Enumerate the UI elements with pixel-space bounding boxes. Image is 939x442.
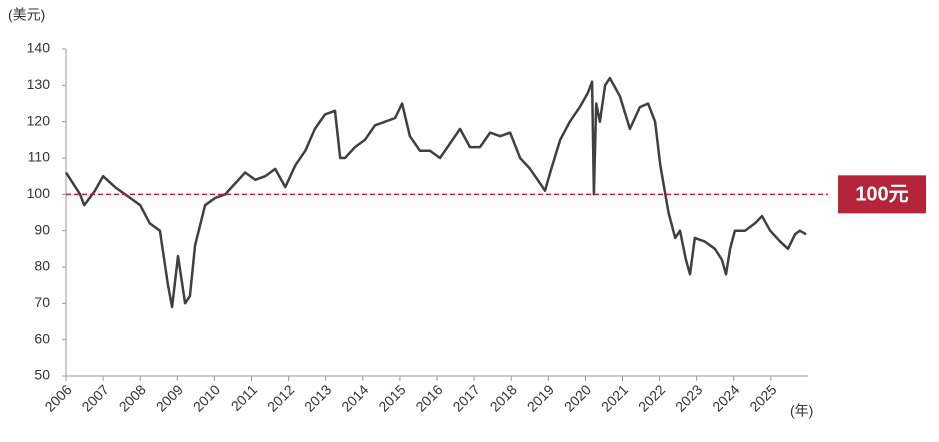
x-tick-label: 2014 bbox=[338, 381, 371, 414]
y-tick-label: 50 bbox=[34, 367, 50, 383]
y-tick-label: 120 bbox=[27, 112, 51, 128]
x-tick-label: 2018 bbox=[487, 381, 520, 414]
y-tick-label: 80 bbox=[34, 258, 50, 274]
x-tick-label: 2009 bbox=[153, 381, 186, 414]
y-unit-label: (美元) bbox=[8, 7, 45, 23]
y-tick-label: 140 bbox=[27, 40, 51, 56]
x-tick-label: 2017 bbox=[449, 381, 482, 414]
x-tick-label: 2010 bbox=[190, 381, 223, 414]
x-tick-label: 2020 bbox=[561, 381, 594, 414]
reference-label: 100元 bbox=[855, 184, 908, 206]
x-tick-label: 2016 bbox=[412, 381, 445, 414]
y-tick-label: 70 bbox=[34, 294, 50, 310]
x-tick-label: 2007 bbox=[78, 381, 111, 414]
y-tick-label: 90 bbox=[34, 221, 50, 237]
x-tick-label: 2024 bbox=[709, 381, 742, 414]
x-tick-label: 2023 bbox=[672, 381, 705, 414]
y-tick-label: 60 bbox=[34, 330, 50, 346]
reference-label-box bbox=[838, 175, 926, 214]
x-tick-label: 2008 bbox=[116, 381, 149, 414]
x-tick-label: 2019 bbox=[524, 381, 557, 414]
x-tick-label: 2015 bbox=[375, 381, 408, 414]
x-tick-label: 2021 bbox=[598, 381, 631, 414]
x-tick-label: 2025 bbox=[746, 381, 779, 414]
price-line bbox=[64, 76, 807, 309]
y-tick-label: 100 bbox=[27, 185, 51, 201]
x-tick-label: 2022 bbox=[635, 381, 668, 414]
x-tick-label: 2011 bbox=[228, 381, 261, 414]
y-tick-label: 130 bbox=[27, 76, 51, 92]
x-tick-label: 2012 bbox=[264, 381, 297, 414]
x-tick-label: 2013 bbox=[301, 381, 334, 414]
x-unit-label: (年) bbox=[790, 403, 813, 419]
y-tick-label: 110 bbox=[28, 149, 51, 165]
x-tick-label: 2006 bbox=[41, 381, 74, 414]
